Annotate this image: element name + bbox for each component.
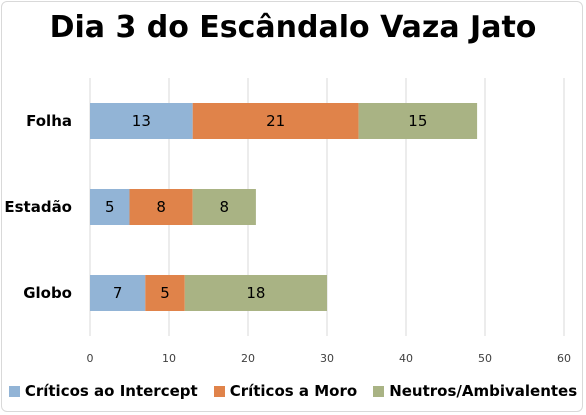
bar-label-0-2: 15 — [408, 112, 427, 130]
legend-item-0: Críticos ao Intercept — [8, 382, 198, 400]
bar-2-1 — [145, 275, 185, 311]
legend-swatch-2 — [373, 385, 385, 397]
bar-0-2 — [358, 103, 478, 139]
tick-label-60: 60 — [557, 352, 571, 365]
category-label-0: Folha — [26, 112, 72, 130]
bar-1-2 — [192, 189, 256, 225]
legend-swatch-1 — [213, 385, 225, 397]
tick-label-10: 10 — [162, 352, 176, 365]
bar-1-0 — [90, 189, 130, 225]
legend-label-2: Neutros/Ambivalentes — [389, 382, 578, 400]
legend: Críticos ao Intercept Críticos a Moro Neut… — [0, 380, 586, 402]
bar-2-0 — [90, 275, 146, 311]
bar-label-2-0: 7 — [113, 284, 123, 302]
bar-0-0 — [90, 103, 193, 139]
bar-0-1 — [192, 103, 359, 139]
bar-label-1-0: 5 — [105, 198, 115, 216]
bar-label-0-1: 21 — [266, 112, 285, 130]
legend-item-1: Críticos a Moro — [213, 382, 358, 400]
bar-label-1-1: 8 — [156, 198, 166, 216]
tick-label-20: 20 — [241, 352, 255, 365]
tick-label-40: 40 — [399, 352, 413, 365]
tick-label-50: 50 — [478, 352, 492, 365]
tick-label-0: 0 — [87, 352, 94, 365]
legend-label-0: Críticos ao Intercept — [24, 382, 198, 400]
bar-label-0-0: 13 — [132, 112, 151, 130]
category-label-2: Globo — [23, 284, 72, 302]
bar-2-2 — [184, 275, 327, 311]
legend-item-2: Neutros/Ambivalentes — [373, 382, 577, 400]
legend-swatch-0 — [8, 385, 20, 397]
bar-label-2-2: 18 — [246, 284, 265, 302]
tick-labels: 0 10 20 30 40 50 60 — [87, 352, 572, 365]
bar-label-1-2: 8 — [220, 198, 230, 216]
legend-label-1: Críticos a Moro — [229, 382, 358, 400]
bar-label-2-1: 5 — [160, 284, 170, 302]
category-labels: Folha Estadão Globo — [4, 112, 72, 302]
data-labels: 13 21 15 5 8 8 7 5 18 — [105, 112, 427, 302]
bar-1-1 — [129, 189, 193, 225]
bars — [90, 103, 478, 311]
chart-title: Dia 3 do Escândalo Vaza Jato — [49, 10, 537, 45]
tick-label-30: 30 — [320, 352, 334, 365]
category-label-1: Estadão — [4, 198, 72, 216]
